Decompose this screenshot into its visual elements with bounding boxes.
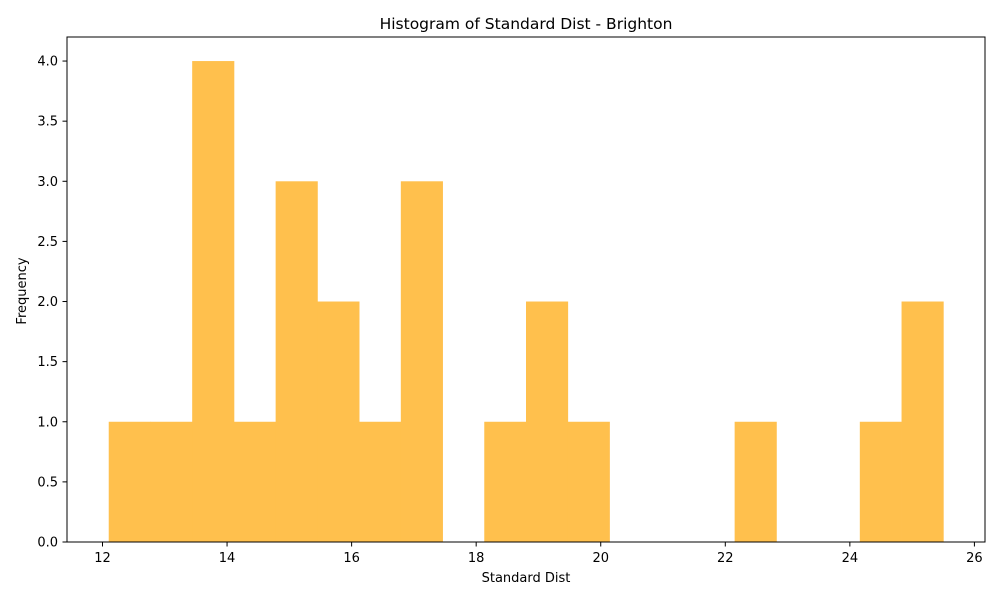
histogram-bar bbox=[567, 421, 610, 542]
histogram-bar bbox=[484, 421, 527, 542]
histogram-bar bbox=[734, 421, 777, 542]
plot-frame bbox=[66, 36, 986, 543]
histogram-bar bbox=[859, 421, 902, 542]
histogram-bar bbox=[192, 61, 235, 543]
histogram-bar bbox=[108, 421, 151, 542]
x-tick-label: 16 bbox=[343, 551, 360, 566]
histogram-bar bbox=[317, 301, 360, 542]
x-tick-label: 14 bbox=[219, 551, 236, 566]
axes-layer bbox=[66, 36, 986, 543]
chart-title: Histogram of Standard Dist - Brighton bbox=[380, 15, 673, 33]
x-tick-label: 24 bbox=[842, 551, 859, 566]
y-tick-label: 2.0 bbox=[37, 295, 58, 310]
y-tick-label: 1.0 bbox=[37, 415, 58, 430]
histogram-bar bbox=[901, 301, 944, 542]
histogram-bar bbox=[400, 181, 443, 543]
x-axis-label: Standard Dist bbox=[482, 571, 571, 586]
histogram-bar bbox=[526, 301, 569, 542]
histogram-bar bbox=[275, 181, 318, 543]
histogram-bar bbox=[359, 421, 402, 542]
y-axis-label: Frequency bbox=[15, 257, 30, 324]
y-tick-label: 2.5 bbox=[37, 235, 58, 250]
histogram-bar bbox=[150, 421, 193, 542]
x-tick-label: 18 bbox=[468, 551, 485, 566]
y-tick-label: 0.5 bbox=[37, 475, 58, 490]
histogram-bar bbox=[233, 421, 277, 542]
x-ticks: 12 14 16 18 20 22 24 26 bbox=[94, 542, 983, 566]
y-tick-label: 0.0 bbox=[37, 536, 58, 551]
y-ticks: 0.0 0.5 1.0 1.5 2.0 2.5 3.0 3.5 4.0 bbox=[37, 55, 67, 551]
y-tick-label: 3.0 bbox=[37, 175, 58, 190]
x-tick-label: 26 bbox=[966, 551, 983, 566]
x-tick-label: 22 bbox=[717, 551, 734, 566]
y-tick-label: 4.0 bbox=[37, 55, 58, 70]
y-tick-label: 1.5 bbox=[37, 355, 58, 370]
x-tick-label: 20 bbox=[592, 551, 609, 566]
bars-layer bbox=[108, 61, 944, 543]
x-tick-label: 12 bbox=[94, 551, 111, 566]
y-tick-label: 3.5 bbox=[37, 115, 58, 130]
